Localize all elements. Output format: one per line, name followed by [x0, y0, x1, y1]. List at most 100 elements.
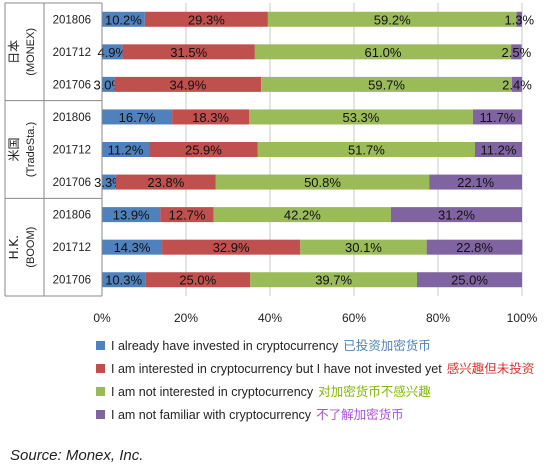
source-note: Source: Monex, Inc. [10, 447, 144, 464]
data-label: 51.7% [348, 143, 385, 158]
data-label: 1.3% [504, 12, 534, 27]
legend-item-not-interested: I am not interested in cryptocurrency 对加密… [96, 382, 554, 402]
period-label: 201806 [53, 14, 91, 26]
data-label: 12.7% [169, 208, 206, 223]
bar-segment [250, 272, 417, 288]
bar-segment [300, 239, 427, 255]
legend-swatch-invested [96, 341, 105, 351]
x-tick-label: 40% [258, 311, 282, 325]
bar-segment [516, 11, 522, 27]
legend-item-interested: I am interested in cryptocurrency but I … [96, 359, 554, 379]
legend-label-invested-cn: 已投资加密货币 [343, 339, 431, 353]
legend-swatch-not-familiar [96, 410, 105, 420]
data-label: 39.7% [315, 273, 352, 288]
bar-segment [122, 44, 255, 60]
period-label: 201706 [53, 79, 91, 91]
data-label: 23.8% [147, 175, 184, 190]
legend-swatch-not-interested [96, 387, 105, 397]
x-tick-label: 60% [342, 311, 366, 325]
bar-segment [102, 272, 146, 288]
bar-segment [102, 174, 116, 190]
bar-segment [426, 239, 523, 255]
bar-segment [162, 239, 301, 255]
data-label: 22.1% [457, 175, 494, 190]
x-tick-label: 80% [426, 311, 450, 325]
bar-segment [213, 207, 391, 223]
x-tick-label: 100% [507, 311, 538, 325]
data-label: 2.5% [502, 45, 532, 60]
bar-segment [254, 44, 512, 60]
data-label: 59.2% [374, 12, 411, 27]
bar-segment [115, 174, 216, 190]
legend-label-invested: I already have invested in cryptocurrenc… [111, 339, 339, 353]
data-label: 25.0% [451, 273, 488, 288]
bar-segment [102, 44, 123, 60]
legend-item-not-familiar: I am not familiar with cryptocurrency 不了解… [96, 405, 554, 425]
group-sublabel: (MONEX) [25, 28, 37, 76]
bar-segment [472, 109, 522, 125]
legend-label-not-interested-cn: 对加密货币不感兴趣 [318, 385, 431, 399]
period-label: 201706 [53, 275, 91, 287]
bar-segment [102, 109, 173, 125]
data-label: 59.7% [368, 77, 405, 92]
group-sublabel: (BOOM) [25, 227, 37, 268]
group-sublabel: (TradeSta.) [25, 122, 37, 177]
legend-label-interested-cn: 感兴趣但未投资 [446, 362, 535, 376]
bar-segment [215, 174, 430, 190]
legend-swatch-interested [96, 364, 105, 374]
data-label: 14.3% [114, 240, 151, 255]
data-label: 11.2% [108, 143, 144, 158]
bar-segment [390, 207, 522, 223]
bar-segment [511, 44, 522, 60]
period-label: 201712 [53, 47, 91, 59]
bar-segment [261, 76, 512, 92]
group-label: H.K. [7, 235, 21, 259]
bar-segment [102, 142, 150, 157]
chart-legend: I already have invested in cryptocurrenc… [96, 336, 554, 428]
bar-segment [145, 272, 251, 288]
data-label: 16.7% [119, 110, 156, 125]
data-label: 13.9% [113, 208, 150, 223]
bar-segment [257, 142, 475, 157]
bar-segment [102, 207, 161, 223]
x-tick-label: 0% [93, 311, 111, 325]
legend-label-not-familiar-cn: 不了解加密货币 [316, 408, 404, 422]
data-label: 10.2% [105, 12, 142, 27]
bar-segment [474, 142, 522, 157]
legend-item-invested: I already have invested in cryptocurrenc… [96, 336, 554, 356]
data-label: 30.1% [345, 240, 382, 255]
data-label: 10.3% [105, 273, 142, 288]
data-label: 32.9% [213, 240, 250, 255]
period-label: 201806 [53, 210, 91, 222]
bar-segment [144, 11, 268, 27]
data-label: 50.8% [304, 175, 341, 190]
data-label: 25.0% [179, 273, 216, 288]
legend-label-not-interested: I am not interested in cryptocurrency [111, 385, 314, 399]
bar-segment [417, 272, 522, 288]
data-label: 29.3% [188, 12, 225, 27]
stacked-bar-chart: 0% 20% 40% 60% 80% 100% 201806 10.2% 29.3% 59.2% 1… [4, 2, 538, 325]
group-label: 米国 [7, 137, 21, 161]
data-label: 4.9% [97, 45, 127, 60]
data-label: 18.3% [192, 110, 229, 125]
period-label: 201706 [53, 177, 91, 189]
legend-label-not-familiar: I am not familiar with cryptocurrency [111, 408, 312, 422]
bar-segment [267, 11, 517, 27]
data-label: 34.9% [169, 77, 206, 92]
data-label: 61.0% [365, 45, 402, 60]
data-label: 31.2% [438, 208, 475, 223]
bar-segment [160, 207, 214, 223]
period-label: 201806 [53, 112, 91, 124]
period-label: 201712 [53, 242, 91, 254]
data-label: 53.3% [342, 110, 379, 125]
bar-segment [102, 239, 163, 255]
data-label: 42.2% [284, 208, 321, 223]
bar-segment [102, 76, 115, 92]
x-tick-label: 20% [174, 311, 198, 325]
data-label: 2.4% [502, 77, 532, 92]
data-label: 11.2% [481, 143, 517, 158]
data-label: 25.9% [185, 143, 222, 158]
bar-segment [149, 142, 258, 157]
bar-segment [249, 109, 473, 125]
bar-segment [172, 109, 249, 125]
